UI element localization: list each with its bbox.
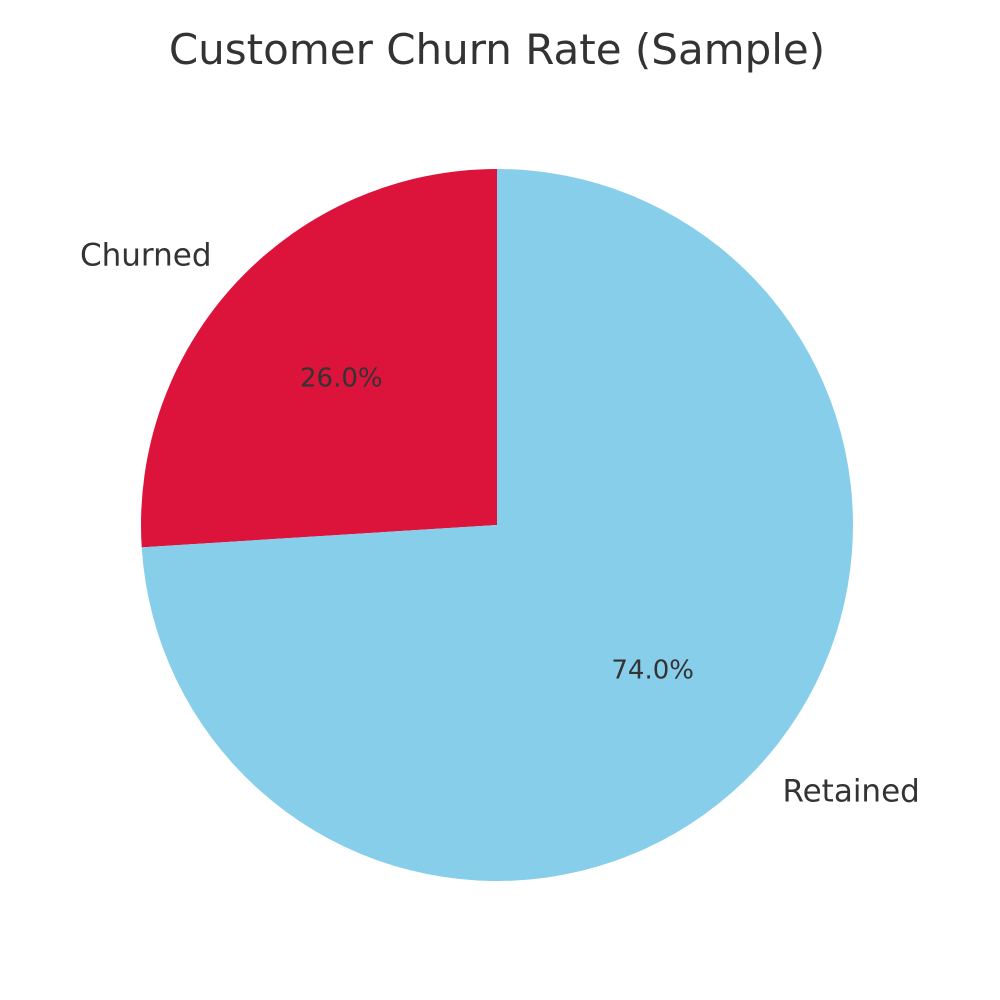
pct-label-churned: 26.0%: [300, 363, 383, 393]
pct-label-retained: 74.0%: [611, 656, 694, 686]
pie-slice-churned: [141, 169, 498, 548]
pie-labels: Churned 26.0% Retained 74.0%: [80, 237, 920, 809]
slice-label-retained: Retained: [782, 774, 919, 810]
slice-label-churned: Churned: [80, 237, 212, 273]
pie-slices: [141, 169, 853, 881]
chart-title: Customer Churn Rate (Sample): [169, 25, 825, 74]
pie-slice-retained: [141, 169, 853, 881]
